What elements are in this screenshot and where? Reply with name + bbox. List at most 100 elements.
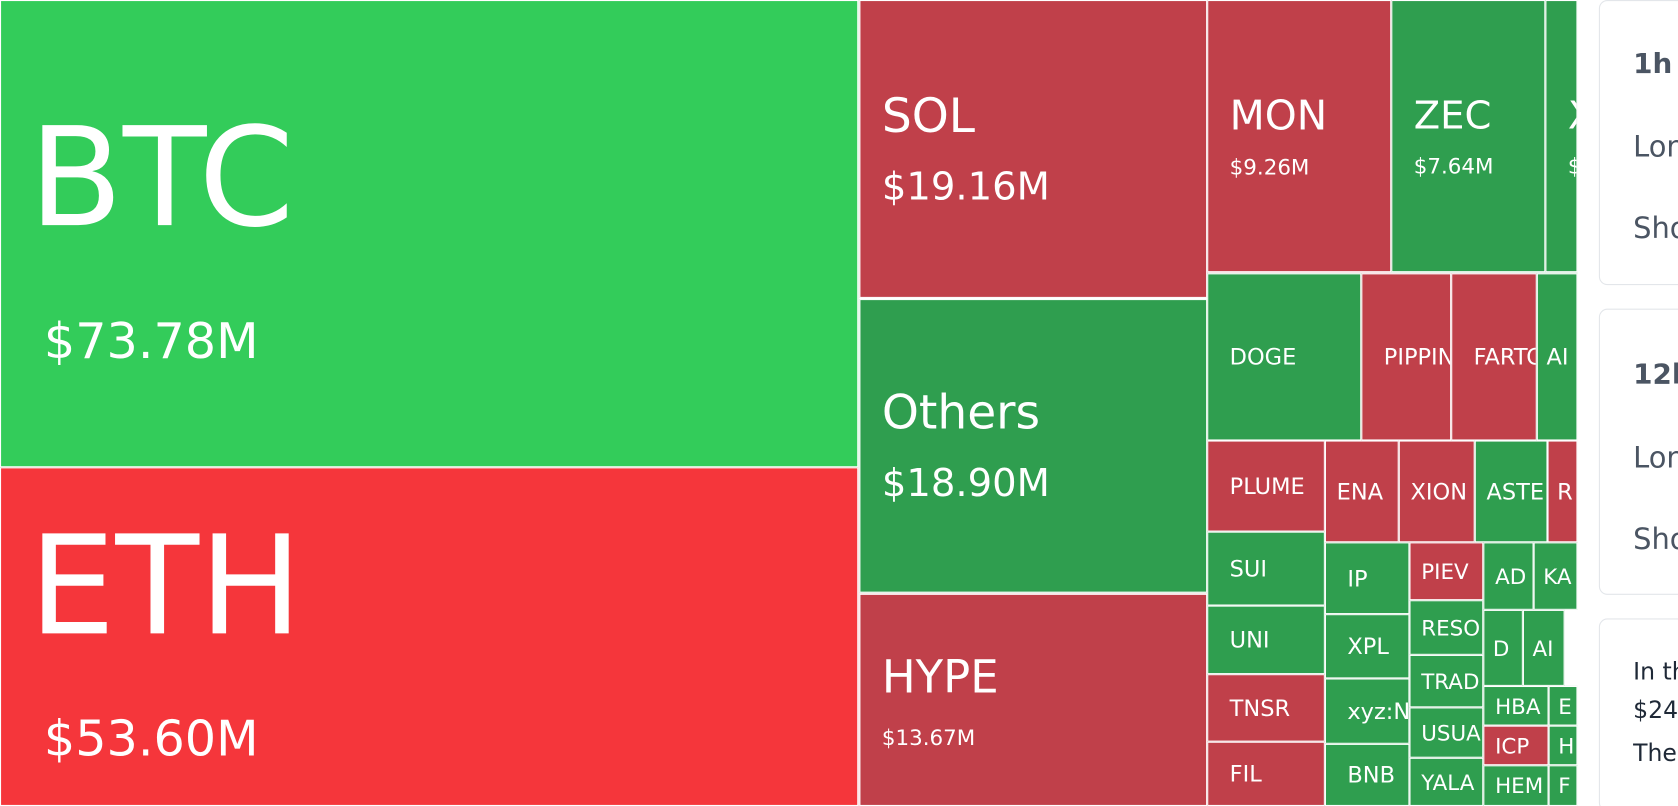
tile-value: $73.78M bbox=[43, 311, 259, 370]
tile[interactable]: AI bbox=[1522, 609, 1565, 686]
tile-label: HYPE bbox=[881, 650, 999, 703]
tile[interactable]: SUI bbox=[1207, 531, 1325, 606]
tile[interactable]: IP bbox=[1324, 542, 1410, 615]
tile-label: E bbox=[1558, 692, 1572, 719]
tile-value: $7.64M bbox=[1413, 152, 1494, 179]
tile[interactable]: PLUME bbox=[1207, 440, 1325, 532]
tile-label: SOL bbox=[881, 88, 976, 144]
card-line: Sho bbox=[1633, 212, 1678, 246]
tile[interactable]: FARTC bbox=[1451, 273, 1537, 441]
tile[interactable]: UNI bbox=[1207, 605, 1325, 675]
tile[interactable]: Others $18.90M bbox=[859, 299, 1208, 593]
tile[interactable]: ETH $53.60M bbox=[0, 467, 859, 806]
tile-value: $18.90M bbox=[881, 461, 1050, 506]
tile[interactable]: ZEC $7.64M bbox=[1391, 0, 1546, 273]
card-line: The bbox=[1633, 740, 1677, 768]
tile-value: $ bbox=[1568, 153, 1577, 179]
tile[interactable]: E bbox=[1548, 685, 1578, 726]
card-line: Lon bbox=[1633, 130, 1678, 164]
tile-label: FARTC bbox=[1473, 344, 1537, 370]
tile-label: SUI bbox=[1229, 555, 1268, 582]
summary-card: 12h Lon Sho bbox=[1598, 308, 1678, 595]
tile[interactable]: MON $9.26M bbox=[1207, 0, 1392, 273]
tile[interactable]: X$ bbox=[1545, 0, 1578, 273]
tile-label: IP bbox=[1347, 565, 1368, 592]
tile-label: XPL bbox=[1347, 633, 1389, 660]
tile-label: FIL bbox=[1229, 760, 1262, 787]
tile-label: MON bbox=[1229, 92, 1328, 140]
tile[interactable]: xyz:N bbox=[1324, 678, 1410, 744]
tile-label: PIEV bbox=[1421, 558, 1469, 585]
tile[interactable]: USUA bbox=[1409, 707, 1484, 758]
tile[interactable]: SOL $19.16M bbox=[859, 0, 1208, 298]
tile-label: ASTE bbox=[1486, 478, 1545, 505]
tile-label: TNSR bbox=[1229, 695, 1291, 721]
tile-label: Others bbox=[881, 385, 1041, 441]
tile[interactable]: ENA bbox=[1324, 440, 1399, 543]
card-line: In th bbox=[1633, 659, 1678, 686]
tile-label: ZEC bbox=[1413, 93, 1492, 138]
tile-label: USUA bbox=[1421, 719, 1481, 746]
summary-card: In th $24 The bbox=[1598, 618, 1678, 806]
tile-label: F bbox=[1558, 772, 1571, 799]
tile[interactable]: BTC $73.78M bbox=[0, 0, 859, 468]
tile[interactable]: AI bbox=[1536, 273, 1578, 441]
tile[interactable]: ICP bbox=[1483, 725, 1549, 766]
tile[interactable]: R bbox=[1547, 440, 1578, 543]
tile-label: R bbox=[1557, 478, 1573, 505]
tile[interactable]: AD bbox=[1483, 542, 1534, 610]
tile[interactable]: XION bbox=[1398, 440, 1475, 543]
tile[interactable]: D bbox=[1483, 609, 1523, 686]
tile[interactable]: RESO bbox=[1409, 600, 1484, 655]
tile-label: DOGE bbox=[1229, 344, 1297, 370]
tile[interactable]: HEM bbox=[1483, 765, 1549, 806]
tile[interactable]: HYPE $13.67M bbox=[859, 593, 1208, 806]
tile[interactable]: DOGE bbox=[1207, 273, 1362, 441]
tile-label: ETH bbox=[28, 506, 303, 667]
tile[interactable]: ASTE bbox=[1474, 440, 1548, 543]
tile-label: ICP bbox=[1495, 732, 1530, 759]
tile-label: YALA bbox=[1421, 769, 1475, 795]
tile-value: $19.16M bbox=[881, 165, 1050, 210]
tile[interactable]: PIEV bbox=[1409, 542, 1484, 601]
summary-card: 1h Lon Sho bbox=[1598, 0, 1678, 286]
tile-label: HBA bbox=[1495, 692, 1541, 719]
tile-label: AI bbox=[1546, 344, 1569, 370]
tile-label: ENA bbox=[1336, 478, 1384, 505]
tile-label: H bbox=[1558, 732, 1575, 759]
card-line: Lon bbox=[1633, 441, 1678, 475]
tile-value: $53.60M bbox=[43, 708, 259, 767]
tile-label: PLUME bbox=[1229, 473, 1305, 499]
tile[interactable]: XPL bbox=[1324, 614, 1410, 679]
tile-label: D bbox=[1492, 635, 1510, 661]
tile-label: AI bbox=[1532, 635, 1554, 661]
card-title: 1h bbox=[1633, 48, 1673, 81]
tile[interactable]: H bbox=[1548, 725, 1578, 766]
tile-label: xyz:N bbox=[1347, 698, 1410, 725]
tile[interactable]: HBA bbox=[1483, 685, 1549, 726]
tile-label: UNI bbox=[1229, 627, 1270, 653]
tile[interactable]: TNSR bbox=[1207, 674, 1325, 742]
tile-label: PIPPIN bbox=[1383, 344, 1452, 370]
tile-value: $13.67M bbox=[881, 724, 976, 750]
tile[interactable]: F bbox=[1548, 765, 1578, 806]
tile-label: AD bbox=[1495, 563, 1527, 589]
tile[interactable]: FIL bbox=[1207, 741, 1325, 806]
tile-label: XION bbox=[1410, 478, 1468, 505]
tile-label: BTC bbox=[28, 98, 295, 258]
tile-label: BNB bbox=[1347, 762, 1396, 788]
tile-label: RESO bbox=[1421, 614, 1481, 641]
tile-value: $9.26M bbox=[1229, 154, 1310, 181]
tile-label: KA bbox=[1543, 563, 1572, 589]
card-line: Sho bbox=[1633, 523, 1678, 557]
tile[interactable]: KA bbox=[1533, 542, 1578, 610]
tile[interactable]: PIPPIN bbox=[1361, 273, 1452, 441]
card-title: 12h bbox=[1633, 359, 1678, 392]
tile[interactable]: YALA bbox=[1409, 757, 1484, 806]
tile[interactable]: TRAD bbox=[1409, 654, 1484, 708]
tile[interactable]: BNB bbox=[1324, 743, 1410, 806]
tile-label: TRAD bbox=[1421, 668, 1480, 694]
tile-label: HEM bbox=[1495, 772, 1544, 799]
